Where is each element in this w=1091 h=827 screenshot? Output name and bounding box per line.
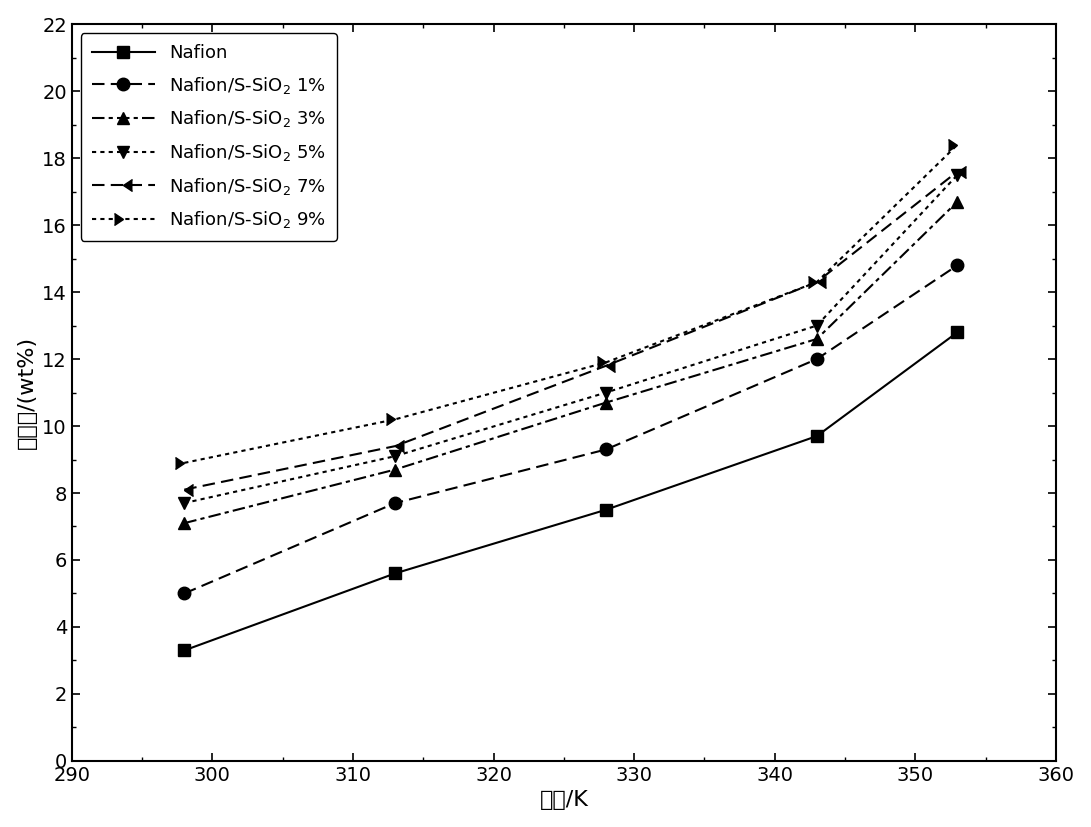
Line: Nafion/S-SiO$_2$ 9%: Nafion/S-SiO$_2$ 9% [178,138,963,469]
Nafion/S-SiO$_2$ 3% [951,197,964,207]
Nafion/S-SiO$_2$ 9% [811,277,824,287]
Nafion/S-SiO$_2$ 5% [599,388,612,398]
Nafion/S-SiO$_2$ 7% [178,485,191,495]
Line: Nafion: Nafion [178,326,963,657]
Nafion [178,645,191,655]
Nafion/S-SiO$_2$ 5% [388,452,401,461]
Y-axis label: 含水率/(wt%): 含水率/(wt%) [16,336,37,449]
Nafion/S-SiO$_2$ 9% [951,140,964,150]
Nafion/S-SiO$_2$ 7% [951,166,964,176]
Line: Nafion/S-SiO$_2$ 3%: Nafion/S-SiO$_2$ 3% [178,195,963,529]
Nafion [388,568,401,578]
Nafion/S-SiO$_2$ 5% [178,498,191,508]
X-axis label: 温度/K: 温度/K [539,791,588,810]
Legend: Nafion, Nafion/S-SiO$_2$ 1%, Nafion/S-SiO$_2$ 3%, Nafion/S-SiO$_2$ 5%, Nafion/S-: Nafion, Nafion/S-SiO$_2$ 1%, Nafion/S-Si… [81,33,337,241]
Line: Nafion/S-SiO$_2$ 7%: Nafion/S-SiO$_2$ 7% [178,165,963,496]
Nafion [951,327,964,337]
Line: Nafion/S-SiO$_2$ 1%: Nafion/S-SiO$_2$ 1% [178,259,963,600]
Line: Nafion/S-SiO$_2$ 5%: Nafion/S-SiO$_2$ 5% [178,169,963,509]
Nafion [811,431,824,441]
Nafion/S-SiO$_2$ 5% [951,170,964,179]
Nafion/S-SiO$_2$ 5% [811,321,824,331]
Nafion/S-SiO$_2$ 7% [388,441,401,451]
Nafion/S-SiO$_2$ 3% [178,519,191,528]
Nafion/S-SiO$_2$ 9% [599,357,612,367]
Nafion/S-SiO$_2$ 1% [951,261,964,270]
Nafion/S-SiO$_2$ 3% [388,465,401,475]
Nafion/S-SiO$_2$ 9% [178,458,191,468]
Nafion/S-SiO$_2$ 1% [599,444,612,454]
Nafion/S-SiO$_2$ 7% [599,361,612,370]
Nafion/S-SiO$_2$ 3% [811,334,824,344]
Nafion/S-SiO$_2$ 7% [811,277,824,287]
Nafion/S-SiO$_2$ 1% [811,354,824,364]
Nafion/S-SiO$_2$ 3% [599,398,612,408]
Nafion [599,504,612,514]
Nafion/S-SiO$_2$ 9% [388,414,401,424]
Nafion/S-SiO$_2$ 1% [388,498,401,508]
Nafion/S-SiO$_2$ 1% [178,589,191,599]
